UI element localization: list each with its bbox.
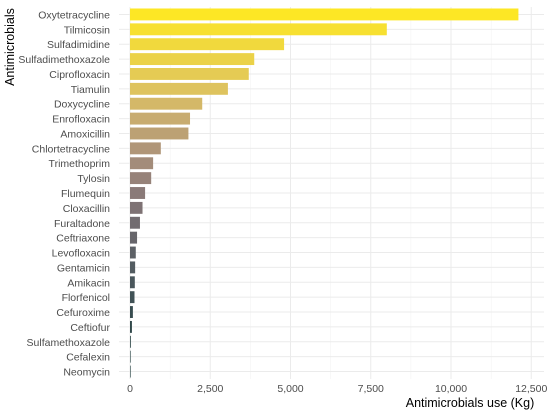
- x-tick-label: 5,000: [277, 383, 303, 395]
- bar-florfenicol: [130, 291, 135, 304]
- bar-tilmicosin: [130, 23, 387, 36]
- category-label: Cloxacillin: [63, 203, 110, 215]
- bar-tylosin: [130, 172, 152, 185]
- bar-tiamulin: [130, 82, 228, 95]
- category-label: Enrofloxacin: [52, 114, 110, 126]
- category-label: Neomycin: [63, 367, 110, 379]
- bars: [130, 8, 519, 378]
- category-label: Tiamulin: [71, 84, 110, 96]
- category-label: Tilmicosin: [64, 24, 110, 36]
- x-axis-title: Antimicrobials use (Kg): [406, 396, 535, 410]
- category-label: Flumequin: [61, 188, 110, 200]
- x-tick-label: 10,000: [435, 383, 467, 395]
- bar-cloxacillin: [130, 201, 143, 214]
- category-label: Levofloxacin: [52, 248, 111, 260]
- category-label: Oxytetracycline: [38, 9, 110, 21]
- category-label: Cefuroxime: [56, 307, 110, 319]
- category-label: Sulfadimethoxazole: [18, 54, 110, 66]
- bar-amikacin: [130, 276, 135, 289]
- x-tick-label: 12,500: [515, 383, 547, 395]
- bar-ceftiofur: [130, 320, 132, 333]
- bar-sulfadimethoxazole: [130, 53, 255, 66]
- bar-enrofloxacin: [130, 112, 191, 125]
- category-label: Sulfamethoxazole: [27, 337, 111, 349]
- bar-gentamicin: [130, 261, 136, 274]
- bar-chlortetracycline: [130, 142, 161, 155]
- bar-cefuroxime: [130, 306, 133, 318]
- category-label: Amikacin: [67, 277, 110, 289]
- category-label: Gentamicin: [57, 262, 110, 274]
- bar-amoxicillin: [130, 127, 189, 140]
- bar-ciprofloxacin: [130, 68, 249, 80]
- x-tick-label: 0: [127, 383, 133, 395]
- bar-levofloxacin: [130, 246, 136, 259]
- x-tick-labels: 0 2,500 5,000 7,500 10,000 12,500: [127, 383, 547, 395]
- bar-sulfamethoxazole: [130, 335, 131, 348]
- category-label: Doxycycline: [54, 99, 110, 111]
- bar-trimethoprim: [130, 157, 154, 170]
- bar-oxytetracycline: [130, 8, 519, 21]
- category-label: Trimethoprim: [49, 158, 111, 170]
- category-label: Amoxicillin: [60, 128, 110, 140]
- x-tick-label: 7,500: [358, 383, 384, 395]
- category-labels: Oxytetracycline Tilmicosin Sulfadimidine Su…: [18, 9, 110, 378]
- category-label: Chlortetracycline: [32, 143, 110, 155]
- bar-sulfadimidine: [130, 38, 285, 51]
- category-label: Furaltadone: [54, 218, 110, 230]
- bar-doxycycline: [130, 97, 203, 110]
- category-label: Cefalexin: [66, 352, 110, 364]
- bar-flumequin: [130, 187, 146, 199]
- bar-cefalexin: [130, 350, 131, 363]
- category-label: Florfenicol: [62, 292, 110, 304]
- bar-ceftriaxone: [130, 231, 138, 244]
- category-label: Tylosin: [77, 173, 110, 185]
- category-label: Sulfadimidine: [47, 39, 110, 51]
- category-label: Ciprofloxacin: [49, 69, 110, 81]
- bar-neomycin: [130, 365, 131, 378]
- category-label: Ceftriaxone: [56, 233, 110, 245]
- y-axis-title: Antimicrobials: [3, 8, 17, 86]
- bar-furaltadone: [130, 216, 140, 229]
- category-label: Ceftiofur: [70, 322, 110, 334]
- x-tick-label: 2,500: [197, 383, 223, 395]
